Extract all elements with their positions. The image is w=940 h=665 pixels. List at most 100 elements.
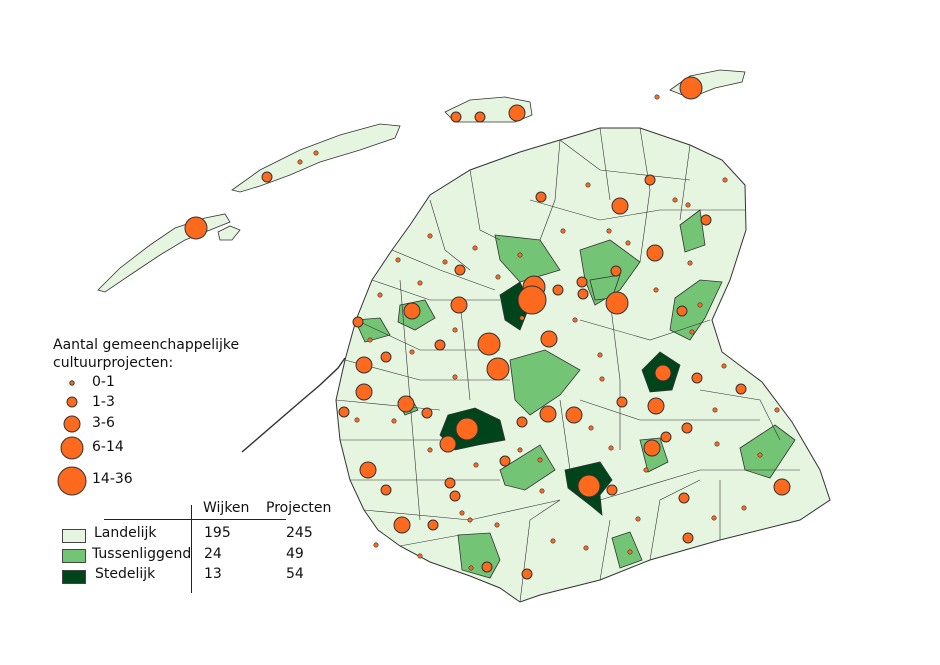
project-marker-class-1-3 <box>610 265 622 277</box>
project-marker-class-1-3 <box>444 477 456 489</box>
boundary-line <box>399 534 461 547</box>
project-marker-class-0-1 <box>697 302 703 308</box>
project-marker-class-1-3 <box>552 284 564 296</box>
project-marker-class-0-1 <box>757 452 763 458</box>
legend-row-projecten: 49 <box>286 546 304 562</box>
boundary-line <box>469 169 501 241</box>
project-marker-class-0-1 <box>653 287 659 293</box>
boundary-line <box>429 199 471 271</box>
project-marker-class-0-1 <box>472 245 478 251</box>
afsluitdijk <box>241 357 346 453</box>
legend-row-label: Tussenliggend <box>92 546 192 562</box>
region-area-3 <box>669 279 723 341</box>
region-area-2 <box>679 209 706 253</box>
project-marker-class-3-6 <box>647 397 665 415</box>
project-marker-class-1-3 <box>450 111 462 123</box>
legend-size-label: 1-3 <box>92 394 115 410</box>
boundary-line <box>679 144 691 221</box>
project-marker-class-0-1 <box>517 447 523 453</box>
project-marker-class-3-6 <box>643 439 661 457</box>
project-marker-class-3-6 <box>646 244 664 262</box>
project-marker-class-0-1 <box>572 317 578 323</box>
project-marker-class-1-3 <box>449 490 461 502</box>
project-marker-class-6-14 <box>184 216 208 240</box>
project-marker-class-1-3 <box>577 288 589 300</box>
project-marker-class-0-1 <box>467 517 473 523</box>
legend-size-label: 3-6 <box>92 415 115 431</box>
islet <box>217 225 241 241</box>
project-marker-class-0-1 <box>625 240 631 246</box>
legend-title-line2: cultuurprojecten: <box>53 355 174 371</box>
project-marker-class-0-1 <box>597 352 603 358</box>
swatch-stedelijk <box>62 570 86 584</box>
project-marker-class-3-6 <box>393 516 411 534</box>
project-marker-class-3-6 <box>397 395 415 413</box>
project-marker-class-3-6 <box>654 364 672 382</box>
project-marker-class-3-6 <box>565 406 583 424</box>
legend-size-label: 14-36 <box>92 471 133 487</box>
project-marker-class-0-1 <box>442 259 448 265</box>
legend-row-projecten: 54 <box>286 566 304 582</box>
project-marker-class-0-1 <box>473 462 479 468</box>
project-marker-class-0-1 <box>297 159 303 165</box>
project-marker-class-0-1 <box>599 376 605 382</box>
table-header-wijken: Wijken <box>203 500 250 516</box>
project-marker-class-3-6 <box>439 435 457 453</box>
project-marker-class-0-1 <box>635 516 641 522</box>
project-marker-class-0-1 <box>585 182 591 188</box>
project-marker-class-0-1 <box>583 545 589 551</box>
boundary-line <box>599 469 800 501</box>
project-marker-class-1-3 <box>516 416 528 428</box>
legend-title: Aantal gemeenchappelijke cultuurprojecte… <box>53 336 239 372</box>
legend-row-projecten: 245 <box>286 525 313 541</box>
project-marker-class-0-1 <box>588 425 594 431</box>
project-marker-class-0-1 <box>354 417 360 423</box>
project-marker-class-0-1 <box>685 202 691 208</box>
project-marker-class-1-3 <box>380 484 392 496</box>
project-marker-class-1-3 <box>576 276 588 288</box>
boundary-line <box>639 127 651 263</box>
project-markers <box>184 76 791 580</box>
project-marker-class-0-1 <box>711 515 717 521</box>
legend-row-wijken: 24 <box>204 546 222 562</box>
project-marker-class-1-3 <box>700 214 712 226</box>
region-area-8 <box>499 444 556 491</box>
project-marker-class-1-3 <box>644 174 656 186</box>
region-area-10 <box>611 531 643 569</box>
project-marker-class-0-1 <box>627 549 633 555</box>
table-divider-vertical <box>191 505 192 593</box>
project-marker-class-0-1 <box>468 565 474 571</box>
project-marker-class-1-3 <box>682 532 694 544</box>
project-marker-class-0-1 <box>608 445 614 451</box>
mainland-friesland <box>335 127 831 603</box>
project-marker-class-1-3 <box>474 111 486 123</box>
project-marker-class-0-1 <box>313 150 319 156</box>
project-marker-class-0-1 <box>395 257 401 263</box>
project-marker-class-0-1 <box>417 553 423 559</box>
region-area-5 <box>354 317 391 343</box>
swatch-landelijk <box>62 529 86 543</box>
project-marker-class-0-1 <box>721 363 727 369</box>
island-vlieland <box>97 213 231 293</box>
project-marker-class-0-1 <box>377 292 383 298</box>
project-marker-class-1-3 <box>352 316 364 328</box>
project-marker-class-0-1 <box>741 505 747 511</box>
project-marker-class-0-1 <box>774 407 780 413</box>
project-marker-class-0-1 <box>459 510 465 516</box>
project-marker-class-1-3 <box>521 568 533 580</box>
project-marker-class-6-14 <box>679 76 703 100</box>
boundary-line <box>559 399 571 471</box>
project-marker-class-1-3 <box>261 171 273 183</box>
boundary-line <box>355 319 500 351</box>
project-marker-class-3-6 <box>540 330 558 348</box>
project-marker-class-0-1 <box>391 418 397 424</box>
project-marker-class-0-1 <box>519 315 525 321</box>
project-marker-class-0-1 <box>517 252 523 258</box>
project-marker-class-1-3 <box>481 561 493 573</box>
project-marker-class-3-6 <box>508 104 526 122</box>
project-marker-class-1-3 <box>380 351 392 363</box>
project-marker-class-0-1 <box>494 522 500 528</box>
project-marker-class-0-1 <box>452 374 458 380</box>
project-marker-class-6-14 <box>477 332 501 356</box>
